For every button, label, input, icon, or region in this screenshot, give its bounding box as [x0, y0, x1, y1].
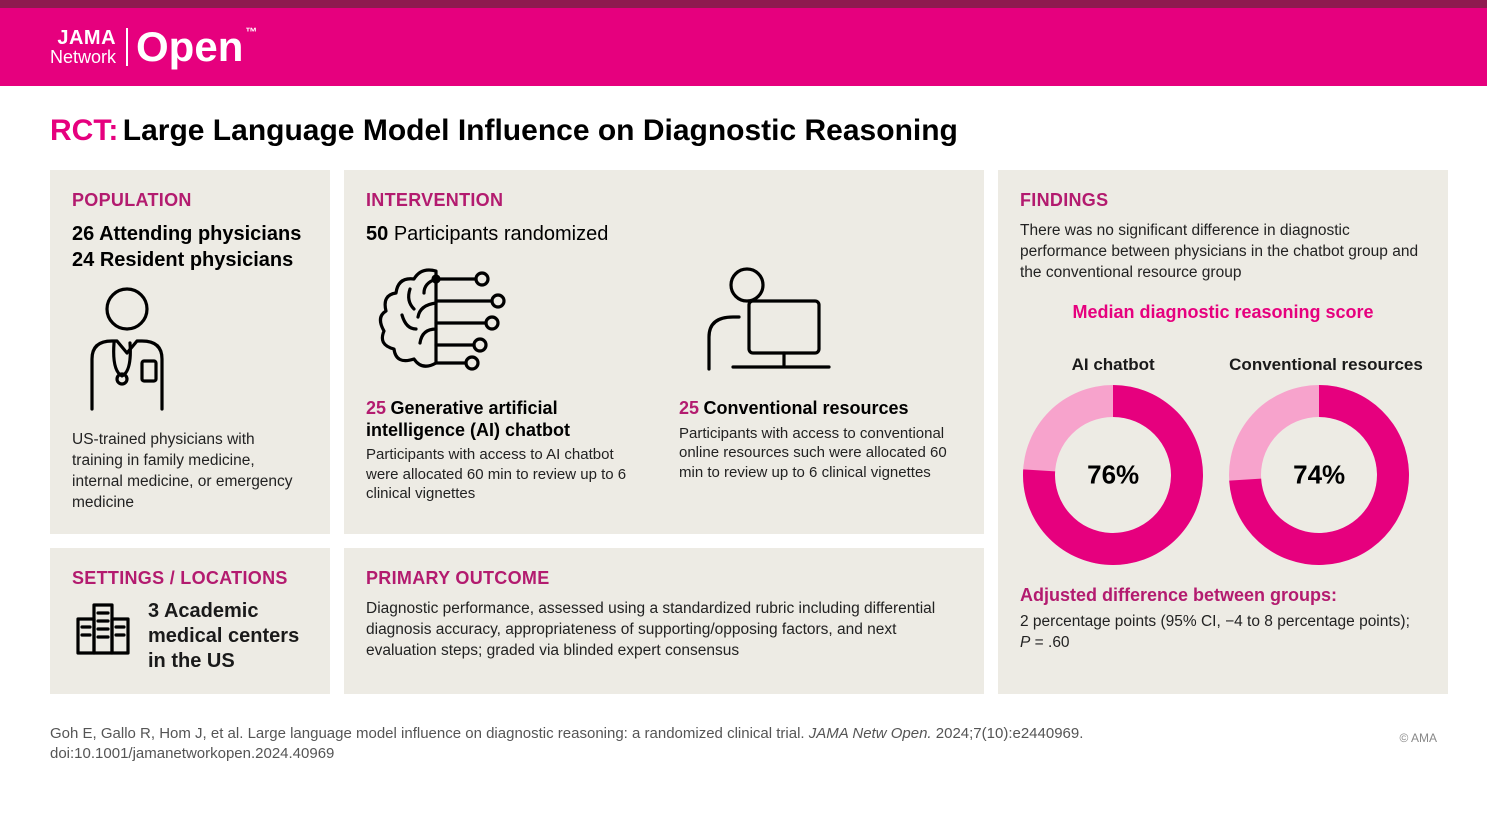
donut1-label: AI chatbot [1023, 333, 1203, 375]
donut2-chart: 74% [1229, 385, 1409, 565]
header-banner: JAMA Network Open™ [0, 8, 1487, 86]
arm1-n: 25 [366, 398, 386, 418]
population-counts: 26 Attending physicians 24 Resident phys… [72, 221, 308, 273]
settings-text: 3 Academic medical centers in the US [148, 599, 308, 674]
arm1-title: 25 Generative artificial intelligence (A… [366, 398, 649, 441]
adjusted-body-text: 2 percentage points (95% CI, −4 to 8 per… [1020, 613, 1410, 630]
jama-network-open-logo: JAMA Network Open™ [50, 26, 257, 68]
page-title: RCT: Large Language Model Influence on D… [50, 114, 1437, 148]
donut-row: AI chatbot 76% Conventional resources 74… [1020, 333, 1426, 565]
citation-journal: JAMA Netw Open. [809, 725, 932, 742]
arm2-n: 25 [679, 398, 699, 418]
settings-panel: SETTINGS / LOCATIONS [50, 548, 330, 694]
computer-user-icon [679, 259, 962, 384]
donut-conventional: Conventional resources 74% [1229, 333, 1423, 565]
pop-line1-n: 26 [72, 223, 94, 245]
findings-label: FINDINGS [1020, 190, 1426, 211]
citation-row: Goh E, Gallo R, Hom J, et al. Large lang… [0, 712, 1487, 785]
donut2-label: Conventional resources [1229, 333, 1423, 375]
adjusted-diff-label: Adjusted difference between groups: [1020, 585, 1426, 606]
citation-doi: doi:10.1001/jamanetworkopen.2024.40969 [50, 745, 334, 762]
logo-open-text: Open [136, 23, 243, 70]
physician-icon [72, 281, 308, 416]
buildings-icon [72, 599, 134, 664]
intervention-total-n: 50 [366, 223, 388, 245]
copyright-ama: © AMA [1399, 724, 1437, 746]
citation-authors: Goh E, Gallo R, Hom J, et al. Large lang… [50, 725, 805, 742]
arm-ai-chatbot: 25 Generative artificial intelligence (A… [366, 251, 649, 504]
adjusted-p-val: = .60 [1030, 634, 1069, 651]
title-prefix: RCT: [50, 114, 118, 147]
arm2-desc: Participants with access to conventional… [679, 424, 962, 483]
arm-conventional: 25 Conventional resources Participants w… [679, 251, 962, 504]
donut2-value: 74% [1293, 459, 1345, 490]
adjusted-diff-body: 2 percentage points (95% CI, −4 to 8 per… [1020, 612, 1426, 654]
panel-grid: POPULATION 26 Attending physicians 24 Re… [50, 170, 1437, 694]
donut-ai-chatbot: AI chatbot 76% [1023, 333, 1203, 565]
donut1-chart: 76% [1023, 385, 1203, 565]
findings-intro: There was no significant difference in d… [1020, 221, 1426, 284]
pop-line1-t: Attending physicians [99, 223, 301, 245]
pop-line2-t: Resident physicians [100, 249, 293, 271]
citation-text: Goh E, Gallo R, Hom J, et al. Large lang… [50, 724, 1083, 765]
logo-open: Open™ [136, 26, 257, 68]
population-panel: POPULATION 26 Attending physicians 24 Re… [50, 170, 330, 534]
findings-panel: FINDINGS There was no significant differ… [998, 170, 1448, 694]
pop-line2-n: 24 [72, 249, 94, 271]
arm2-title-text: Conventional resources [703, 398, 908, 418]
settings-n: 3 [148, 600, 159, 622]
logo-left: JAMA Network [50, 28, 128, 66]
intervention-arms: 25 Generative artificial intelligence (A… [366, 251, 962, 504]
population-desc: US-trained physicians with training in f… [72, 430, 308, 514]
citation-ref: 2024;7(10):e2440969. [936, 725, 1084, 742]
adjusted-p-prefix: P [1020, 634, 1030, 651]
settings-body: Academic medical centers in the US [148, 600, 299, 672]
outcome-text: Diagnostic performance, assessed using a… [366, 599, 962, 662]
logo-tm: ™ [245, 25, 257, 39]
intervention-panel: INTERVENTION 50 Participants randomized [344, 170, 984, 534]
top-strip [0, 0, 1487, 8]
donut1-value: 76% [1087, 459, 1139, 490]
arm1-title-text: Generative artificial intelligence (AI) … [366, 398, 570, 440]
arm1-desc: Participants with access to AI chatbot w… [366, 445, 649, 504]
intervention-total: 50 Participants randomized [366, 221, 962, 247]
logo-jama: JAMA [57, 28, 116, 48]
arm2-title: 25 Conventional resources [679, 398, 962, 420]
settings-label: SETTINGS / LOCATIONS [72, 568, 308, 589]
outcome-label: PRIMARY OUTCOME [366, 568, 962, 589]
donut-chart-title: Median diagnostic reasoning score [1020, 302, 1426, 323]
content-area: RCT: Large Language Model Influence on D… [0, 86, 1487, 712]
title-main: Large Language Model Influence on Diagno… [123, 114, 958, 147]
intervention-total-t: Participants randomized [394, 223, 609, 245]
outcome-panel: PRIMARY OUTCOME Diagnostic performance, … [344, 548, 984, 694]
intervention-label: INTERVENTION [366, 190, 962, 211]
population-label: POPULATION [72, 190, 308, 211]
ai-brain-icon [366, 259, 649, 384]
settings-row: 3 Academic medical centers in the US [72, 599, 308, 674]
logo-network: Network [50, 48, 116, 66]
